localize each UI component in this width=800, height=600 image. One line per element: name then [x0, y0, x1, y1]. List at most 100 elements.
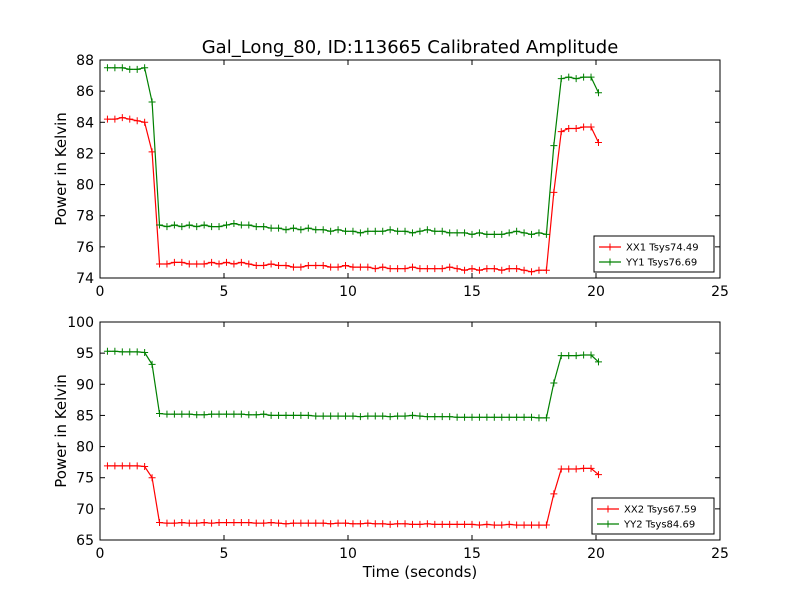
- data-point: [267, 260, 275, 268]
- data-point: [401, 227, 409, 235]
- y-tick-label: 84: [76, 115, 94, 131]
- data-point: [542, 266, 550, 274]
- data-point: [163, 223, 171, 231]
- legend-marker: [606, 258, 614, 266]
- data-point: [260, 519, 268, 527]
- data-point: [468, 230, 476, 238]
- data-point: [230, 410, 238, 418]
- data-point: [237, 221, 245, 229]
- data-point: [312, 226, 320, 234]
- data-point: [222, 258, 230, 266]
- data-point: [520, 266, 528, 274]
- data-point: [594, 471, 602, 479]
- data-point: [275, 224, 283, 232]
- data-point: [401, 520, 409, 528]
- data-point: [334, 412, 342, 420]
- data-point: [148, 474, 156, 482]
- data-point: [386, 413, 394, 421]
- data-point: [289, 411, 297, 419]
- data-point: [416, 520, 424, 528]
- series-2-1: [103, 462, 602, 529]
- data-point: [185, 260, 193, 268]
- y-tick-label: 78: [76, 209, 94, 225]
- data-point: [208, 258, 216, 266]
- data-point: [356, 520, 364, 528]
- y-tick-label: 86: [76, 84, 94, 100]
- data-point: [423, 520, 431, 528]
- data-point: [170, 410, 178, 418]
- y-tick-label: 80: [76, 440, 94, 456]
- series-1-2: [103, 64, 602, 238]
- data-point: [483, 230, 491, 238]
- legend-box: [593, 235, 715, 273]
- data-point: [148, 360, 156, 368]
- data-point: [289, 519, 297, 527]
- data-point: [312, 412, 320, 420]
- data-point: [178, 223, 186, 231]
- data-point: [505, 413, 513, 421]
- data-point: [565, 125, 573, 133]
- data-point: [282, 520, 290, 528]
- data-point: [267, 411, 275, 419]
- data-point: [453, 413, 461, 421]
- y-tick-label: 100: [67, 315, 94, 331]
- data-point: [208, 410, 216, 418]
- y-tick-label: 75: [76, 471, 94, 487]
- data-point: [408, 229, 416, 237]
- data-point: [267, 224, 275, 232]
- data-point: [550, 490, 558, 498]
- data-point: [550, 142, 558, 150]
- data-point: [490, 413, 498, 421]
- x-tick-label: 20: [587, 284, 605, 300]
- data-point: [260, 262, 268, 270]
- x-tick-label: 10: [339, 546, 357, 562]
- data-point: [423, 265, 431, 273]
- data-point: [200, 411, 208, 419]
- data-point: [416, 265, 424, 273]
- y-axis-label: Power in Kelvin: [52, 112, 70, 226]
- data-point: [572, 125, 580, 133]
- bottom-panel: 0 5 10 15 20 25 65 70 75 80 85 90 95 100 Power in Kelv…: [52, 315, 729, 581]
- data-point: [438, 265, 446, 273]
- data-point: [252, 262, 260, 270]
- data-point: [282, 226, 290, 234]
- data-point: [275, 262, 283, 270]
- y-tick-label: 74: [76, 271, 94, 287]
- data-point: [565, 465, 573, 473]
- x-axis-label: Time (seconds): [362, 563, 478, 581]
- data-point: [193, 260, 201, 268]
- data-point: [185, 221, 193, 229]
- data-point: [505, 229, 513, 237]
- legend: XX1 Tsys74.49 YY1 Tsys76.69: [593, 235, 715, 273]
- data-point: [252, 411, 260, 419]
- x-tick-label: 5: [220, 284, 229, 300]
- data-point: [408, 520, 416, 528]
- data-point: [297, 411, 305, 419]
- y-tick-label: 80: [76, 178, 94, 194]
- data-point: [334, 263, 342, 271]
- data-point: [475, 266, 483, 274]
- data-point: [461, 266, 469, 274]
- data-point: [200, 221, 208, 229]
- data-point: [423, 413, 431, 421]
- x-tick-label: 0: [96, 284, 105, 300]
- data-point: [535, 229, 543, 237]
- data-point: [141, 64, 149, 72]
- data-point: [141, 463, 149, 471]
- data-point: [587, 351, 595, 359]
- data-point: [170, 519, 178, 527]
- legend: XX2 Tsys67.59 YY2 Tsys84.69: [591, 497, 715, 535]
- data-point: [245, 221, 253, 229]
- data-point: [557, 128, 565, 136]
- data-point: [461, 229, 469, 237]
- data-point: [379, 227, 387, 235]
- data-point: [319, 519, 327, 527]
- legend-marker: [606, 243, 614, 251]
- data-point: [133, 117, 141, 125]
- data-point: [230, 519, 238, 527]
- data-point: [461, 520, 469, 528]
- data-point: [572, 352, 580, 360]
- data-point: [133, 348, 141, 356]
- data-point: [446, 263, 454, 271]
- data-point: [170, 258, 178, 266]
